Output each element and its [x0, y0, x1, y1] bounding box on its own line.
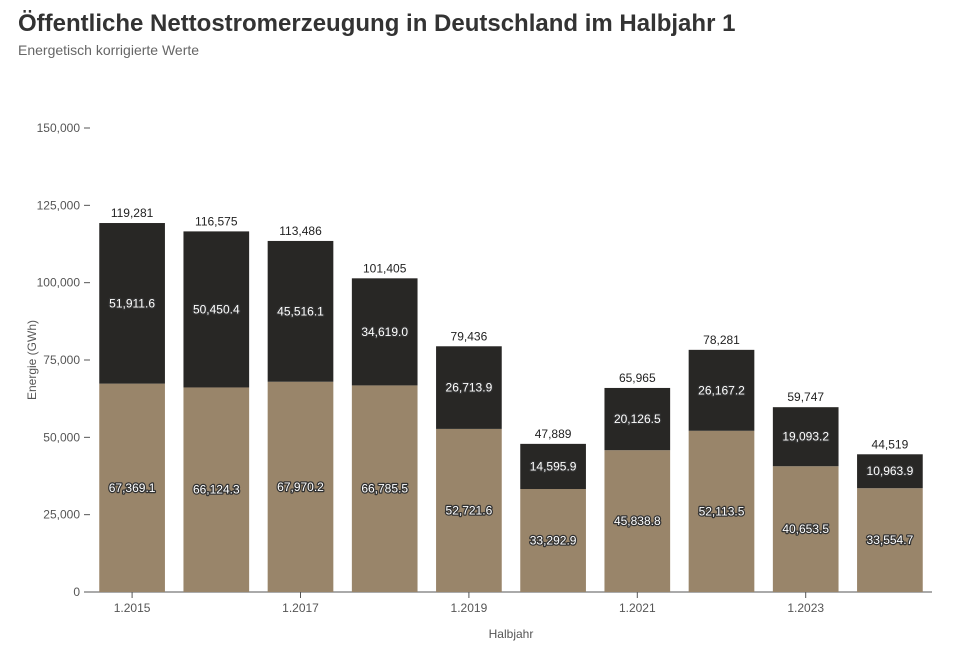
y-tick-label: 100,000 — [37, 276, 81, 290]
bar-top-value-label: 34,619.0 — [361, 325, 408, 339]
y-tick-label: 125,000 — [37, 198, 81, 212]
bar-bottom-value-label: 40,653.5 — [782, 522, 829, 536]
bar-top-value-label: 50,450.4 — [193, 302, 240, 316]
y-tick-label: 25,000 — [43, 508, 80, 522]
page-title: Öffentliche Nettostromerzeugung in Deuts… — [18, 10, 942, 38]
y-tick-label: 75,000 — [43, 353, 80, 367]
bar-total-label: 119,281 — [111, 206, 154, 220]
bar-bottom-value-label: 52,721.6 — [446, 503, 493, 517]
bar-top-value-label: 45,516.1 — [277, 304, 324, 318]
stacked-bar-chart: 0 25,000 50,000 75,000 100,000 125,000 150,000… — [18, 88, 942, 648]
bar-total-label: 65,965 — [619, 371, 656, 385]
bar-top-value-label: 26,713.9 — [446, 381, 493, 395]
bar-top-value-label: 26,167.2 — [698, 383, 745, 397]
x-axis-title: Halbjahr — [489, 627, 534, 641]
y-tick-label: 50,000 — [43, 430, 80, 444]
bar-bottom-value-label: 45,838.8 — [614, 514, 661, 528]
bar-total-label: 47,889 — [535, 427, 572, 441]
bar-total-label: 78,281 — [703, 333, 740, 347]
bar-bottom-value-label: 33,292.9 — [530, 534, 577, 548]
bar-bottom-value-label: 33,554.7 — [867, 533, 914, 547]
bar-total-label: 116,575 — [195, 214, 238, 228]
bar-total-label: 113,486 — [279, 224, 322, 238]
x-tick-label: 1.2015 — [114, 601, 151, 615]
bar-top-value-label: 19,093.2 — [782, 430, 829, 444]
bar-total-label: 59,747 — [787, 390, 824, 404]
bar-bottom-value-label: 66,124.3 — [193, 483, 240, 497]
bar-total-label: 44,519 — [872, 437, 909, 451]
x-tick-label: 1.2017 — [282, 601, 319, 615]
x-tick-label: 1.2019 — [451, 601, 488, 615]
y-axis-title: Energie (GWh) — [25, 320, 39, 400]
bar-bottom-value-label: 67,970.2 — [277, 480, 324, 494]
bar-total-label: 101,405 — [363, 261, 407, 275]
bar-top-value-label: 14,595.9 — [530, 459, 577, 473]
page-subtitle: Energetisch korrigierte Werte — [18, 42, 942, 58]
bar-bottom-value-label: 52,113.5 — [699, 504, 745, 518]
bar-total-label: 79,436 — [451, 329, 488, 343]
y-tick-label: 150,000 — [37, 121, 81, 135]
bar-top-value-label: 20,126.5 — [614, 412, 661, 426]
y-tick-label: 0 — [73, 585, 80, 599]
x-tick-label: 1.2021 — [619, 601, 656, 615]
bar-bottom-value-label: 66,785.5 — [361, 482, 408, 496]
bar-bottom-value-label: 67,369.1 — [109, 481, 156, 495]
bar-top-value-label: 51,911.6 — [109, 296, 155, 310]
bar-top-value-label: 10,963.9 — [867, 464, 914, 478]
x-tick-label: 1.2023 — [787, 601, 824, 615]
